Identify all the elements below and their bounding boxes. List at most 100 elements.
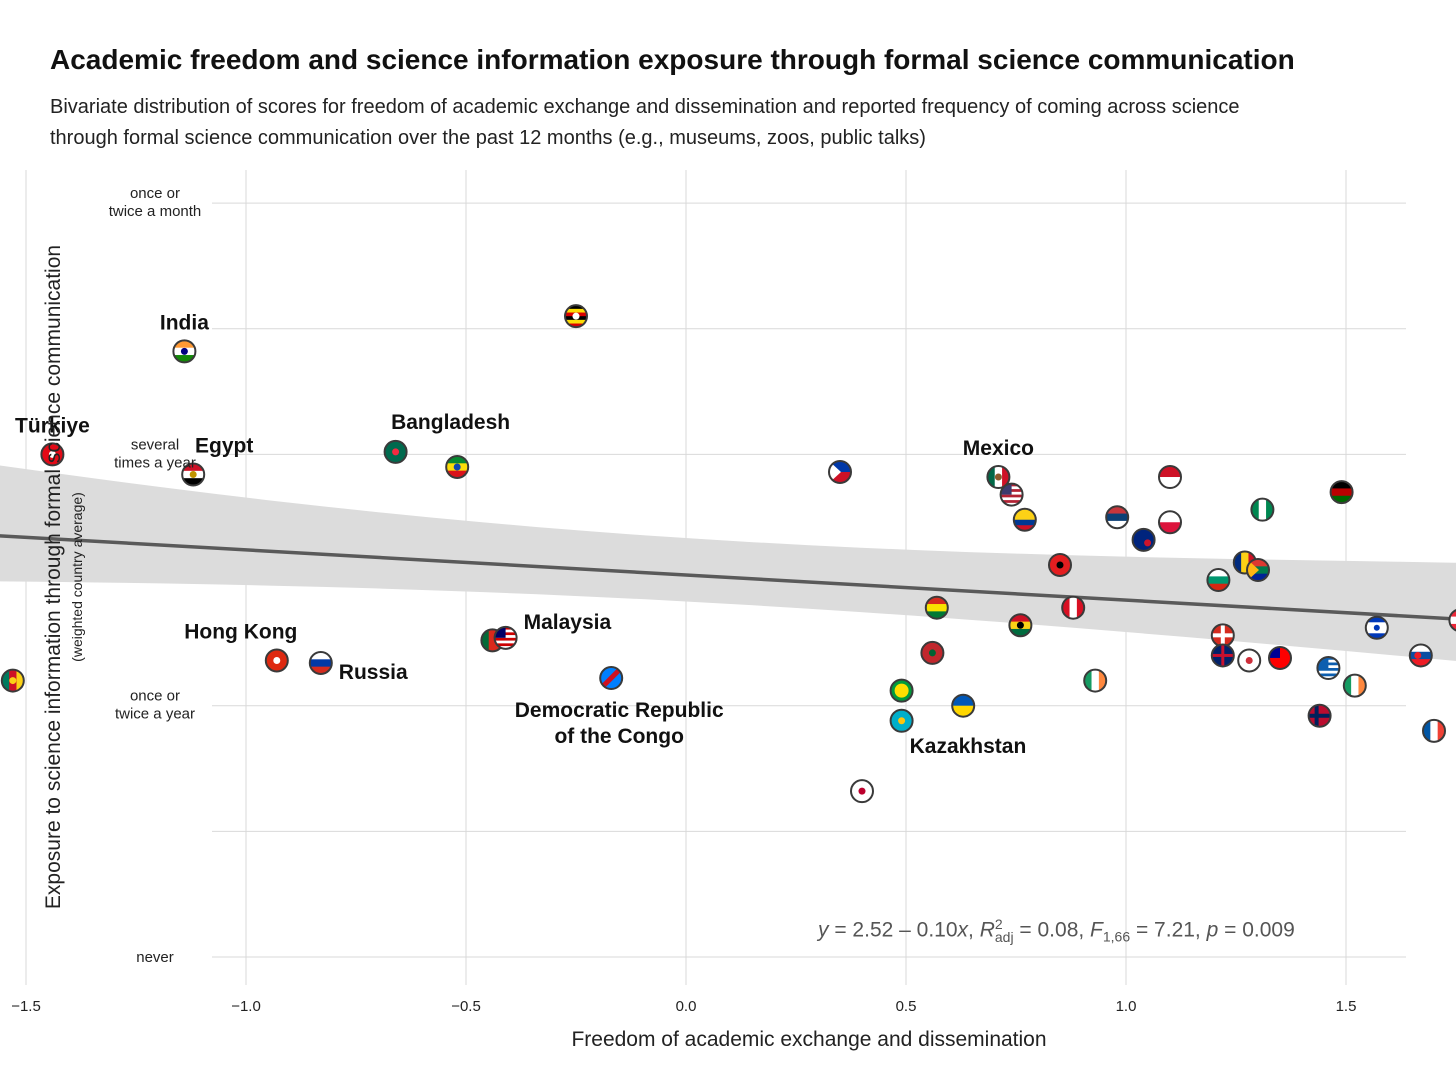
country-label-drc: Democratic Republic of the Congo bbox=[515, 699, 724, 748]
flag-point-uk bbox=[1212, 644, 1234, 666]
flag-point-brazil bbox=[891, 680, 913, 702]
country-label-line: Egypt bbox=[195, 435, 253, 458]
country-label-russia: Russia bbox=[339, 661, 408, 684]
flag-point-albania bbox=[1049, 554, 1071, 576]
flag-point-southafrica bbox=[1247, 559, 1269, 582]
flag-point-kazakhstan bbox=[891, 710, 913, 732]
flag-point-poland bbox=[1159, 511, 1181, 534]
flag-point-indonesia bbox=[1159, 466, 1181, 489]
y-tick-label-line: several bbox=[131, 436, 179, 453]
x-tick-label: 1.5 bbox=[1336, 998, 1357, 1015]
flag-point-ukraine bbox=[952, 695, 974, 718]
flag-point-france bbox=[1423, 720, 1446, 742]
country-label-line: Türkiye bbox=[15, 414, 90, 437]
x-axis-label: Freedom of academic exchange and dissemi… bbox=[571, 1028, 1046, 1051]
country-label-line: Malaysia bbox=[524, 611, 612, 634]
flag-point-usa bbox=[1001, 484, 1023, 506]
country-label-line: Mexico bbox=[963, 437, 1034, 460]
flag-point-russia bbox=[310, 652, 332, 675]
flag-point-ghana bbox=[1009, 614, 1031, 637]
country-label-bangladesh: Bangladesh bbox=[391, 411, 510, 434]
flag-point-newzealand bbox=[1133, 529, 1155, 551]
flag-point-malaysia bbox=[495, 627, 517, 649]
country-label-line: Democratic Republic bbox=[515, 699, 724, 722]
flag-point-switzerland bbox=[1212, 624, 1234, 646]
flag-point-ireland2 bbox=[1084, 670, 1107, 692]
chart-title: Academic freedom and science information… bbox=[50, 44, 1295, 75]
y-tick-label: once or twice a month bbox=[109, 185, 202, 220]
equation-part-2: = 0.08, bbox=[1013, 918, 1091, 942]
x-tick-label: 0.5 bbox=[896, 998, 917, 1015]
country-label-line: Bangladesh bbox=[391, 411, 510, 434]
equation-r: R bbox=[979, 918, 995, 942]
flag-point-hongkong bbox=[266, 649, 288, 671]
equation-y: y bbox=[818, 918, 829, 942]
y-tick-label-line: times a year bbox=[114, 454, 196, 471]
flag-point-nigeria bbox=[1251, 499, 1274, 521]
country-label-turkey: Türkiye bbox=[15, 414, 90, 437]
flag-point-taiwan bbox=[1269, 647, 1291, 669]
flag-point-bangladesh bbox=[385, 441, 407, 463]
country-label-mexico: Mexico bbox=[963, 437, 1034, 460]
equation-p: p bbox=[1206, 918, 1219, 942]
regression-line-layer bbox=[0, 534, 1456, 621]
flag-point-ethiopia bbox=[446, 456, 468, 479]
flag-point-southkorea bbox=[1238, 649, 1260, 671]
y-tick-label-line: never bbox=[136, 949, 174, 966]
flag-point-japan bbox=[851, 780, 873, 802]
confidence-band bbox=[0, 465, 1456, 661]
equation-f-sub: 1,66 bbox=[1102, 928, 1131, 945]
country-label-hongkong: Hong Kong bbox=[184, 620, 297, 643]
regression-line bbox=[0, 534, 1456, 621]
country-labels-layer: ChinaTürkiyeIndiaEgyptHong KongRussiaBan… bbox=[15, 311, 1034, 758]
flag-point-bolivia bbox=[926, 597, 948, 620]
y-tick-label: once or twice a year bbox=[115, 688, 195, 723]
country-label-line: Hong Kong bbox=[184, 620, 297, 643]
y-tick-label-line: once or bbox=[130, 185, 180, 202]
x-tick-label: 1.0 bbox=[1116, 998, 1137, 1015]
chart-subtitle-line-1: Bivariate distribution of scores for fre… bbox=[50, 96, 1240, 118]
x-tick-label: 0.0 bbox=[676, 998, 697, 1015]
country-label-line: Kazakhstan bbox=[910, 735, 1027, 758]
flag-point-drc bbox=[600, 667, 622, 689]
equation-r-sub: adj bbox=[994, 929, 1014, 945]
y-tick-label-line: twice a month bbox=[109, 203, 202, 220]
flag-point-bulgaria bbox=[1207, 569, 1229, 592]
axes-layer: −2.0−1.5−1.0−0.50.00.51.01.52.02.53.0onc… bbox=[11, 185, 1357, 1051]
flag-point-philippines bbox=[829, 461, 851, 484]
flag-point-india bbox=[173, 340, 195, 363]
y-tick-label-line: twice a year bbox=[115, 706, 195, 723]
flag-point-morocco bbox=[921, 642, 943, 664]
regression-equation: y = 2.52 – 0.10x, R 2 adj = 0.08, F1,66 = … bbox=[818, 916, 1295, 945]
country-label-line: Russia bbox=[339, 661, 408, 684]
flag-point-cameroon bbox=[2, 670, 25, 692]
country-label-egypt: Egypt bbox=[195, 435, 253, 458]
country-label-line: India bbox=[160, 311, 209, 334]
flag-point-norway bbox=[1309, 705, 1331, 727]
country-label-india: India bbox=[160, 311, 209, 334]
flag-point-israel bbox=[1366, 617, 1388, 640]
x-tick-label: −1.5 bbox=[11, 998, 41, 1015]
equation-f: F bbox=[1090, 918, 1103, 942]
country-label-malaysia: Malaysia bbox=[524, 611, 612, 634]
y-tick-label: several times a year bbox=[114, 436, 196, 471]
flag-point-serbia bbox=[1106, 506, 1128, 529]
confidence-band-layer bbox=[0, 465, 1456, 661]
chart-subtitle-line-2: through formal science communication ove… bbox=[50, 127, 926, 149]
flag-point-greece bbox=[1317, 657, 1339, 679]
flag-point-uganda bbox=[565, 305, 587, 328]
y-tick-label-line: once or bbox=[130, 688, 180, 705]
equation-r-sup: 2 bbox=[994, 916, 1003, 932]
country-label-kazakhstan: Kazakhstan bbox=[910, 735, 1027, 758]
flag-point-slovakia bbox=[1410, 644, 1432, 667]
flag-point-peru bbox=[1062, 597, 1085, 619]
equation-part-1: = 2.52 – 0.10 bbox=[828, 918, 958, 942]
equation-sep: , bbox=[968, 918, 980, 942]
y-axis-label: Exposure to science information through … bbox=[42, 245, 65, 909]
equation-part-4: = 0.009 bbox=[1218, 918, 1295, 942]
y-tick-label: never bbox=[136, 949, 174, 966]
equation-part-3: = 7.21, bbox=[1130, 918, 1207, 942]
country-label-line: of the Congo bbox=[554, 725, 683, 748]
flag-point-ireland bbox=[1344, 675, 1367, 697]
